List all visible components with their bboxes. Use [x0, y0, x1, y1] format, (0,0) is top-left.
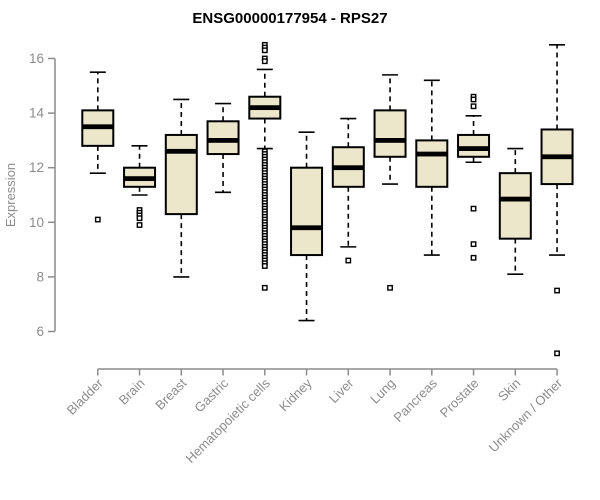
outlier-point: [470, 96, 477, 103]
median-line: [124, 176, 156, 182]
iqr-box: [164, 133, 198, 216]
outlier-point: [136, 222, 143, 228]
x-tick-label: Skin: [495, 376, 523, 404]
x-tick-label: Lung: [367, 376, 398, 407]
x-tick-label: Bladder: [64, 375, 107, 418]
y-tick-label: 8: [36, 269, 44, 284]
median-line: [499, 196, 531, 202]
outlier-point: [470, 205, 477, 212]
median-line: [416, 151, 448, 157]
y-tick-label: 10: [29, 215, 44, 230]
outlier-point: [261, 47, 268, 54]
iqr-box: [457, 133, 491, 158]
y-tick-label: 6: [36, 324, 44, 339]
boxplot-kidney: [290, 131, 324, 322]
boxplot-pancreas: [415, 79, 449, 256]
outlier-point: [470, 103, 477, 110]
x-tick-label: Breast: [152, 375, 189, 412]
median-line: [82, 124, 114, 130]
boxplot-lung: [373, 74, 407, 291]
boxplot-gastric: [206, 102, 240, 194]
median-line: [291, 225, 323, 231]
outlier-point: [387, 284, 393, 291]
y-tick-label: 12: [29, 160, 44, 175]
boxplot-liver: [331, 117, 365, 264]
outlier-point: [554, 350, 560, 357]
iqr-box: [206, 120, 240, 156]
outlier-point: [261, 263, 268, 269]
iqr-box: [373, 109, 407, 158]
x-tick-label: Prostate: [437, 376, 482, 421]
x-tick-label: Pancreas: [390, 375, 440, 425]
outlier-point: [470, 241, 477, 248]
iqr-box: [498, 172, 532, 240]
median-line: [207, 138, 239, 143]
x-tick-label: Gastric: [191, 375, 231, 415]
x-tick-label: Brain: [116, 376, 148, 408]
median-line: [249, 105, 281, 111]
y-axis-label: Expression: [3, 163, 18, 227]
boxplot-unknown-other: [540, 44, 574, 357]
median-line: [541, 154, 573, 160]
outlier-point: [136, 215, 143, 222]
y-tick-label: 16: [29, 51, 44, 66]
boxplot-brain: [123, 145, 157, 228]
median-line: [374, 138, 406, 143]
x-tick-label: Liver: [326, 375, 357, 406]
boxplot-skin: [498, 147, 532, 275]
boxplot-hematopoietic-cells: [248, 41, 282, 291]
iqr-box: [290, 166, 324, 257]
median-line: [165, 148, 197, 154]
boxplot-bladder: [81, 71, 115, 223]
median-line: [458, 146, 490, 151]
outlier-point: [94, 216, 101, 223]
median-line: [332, 165, 364, 171]
y-tick-label: 14: [29, 106, 45, 121]
outlier-point: [470, 254, 477, 261]
outlier-point: [345, 257, 352, 264]
outlier-point: [554, 287, 560, 294]
chart-title: ENSG00000177954 - RPS27: [192, 10, 388, 27]
boxplot-prostate: [457, 93, 491, 261]
outlier-point: [261, 284, 268, 291]
x-tick-label: Kidney: [276, 375, 315, 414]
outlier-point: [261, 58, 268, 65]
boxplot-breast: [164, 98, 198, 278]
iqr-box: [415, 139, 449, 188]
x-tick-label: Unknown / Other: [486, 375, 566, 455]
